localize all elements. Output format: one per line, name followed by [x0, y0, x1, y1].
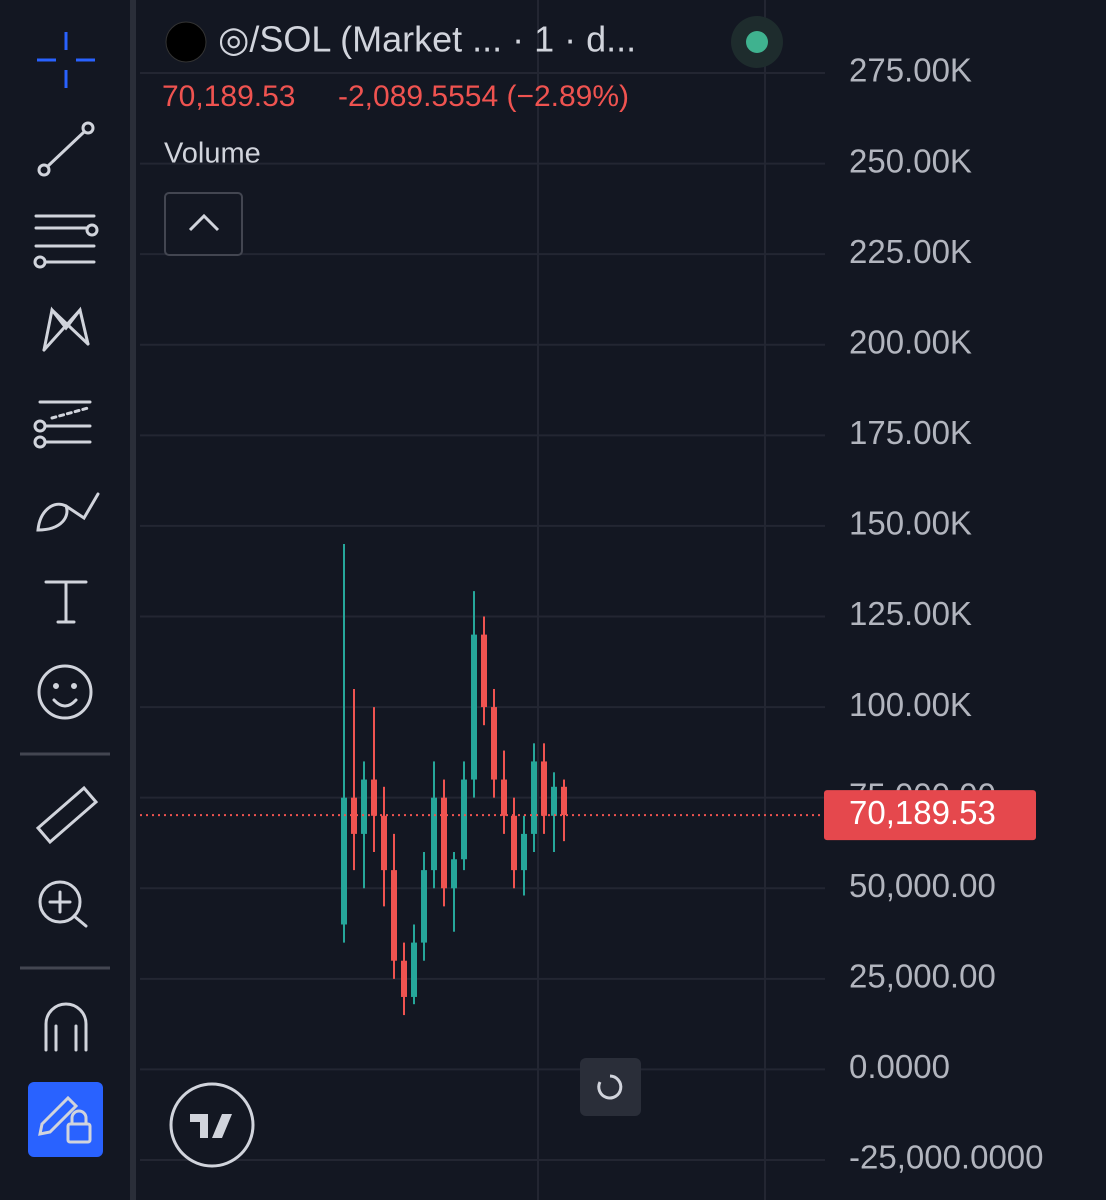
fib-tool[interactable] — [33, 214, 99, 269]
y-tick-label: 175.00K — [849, 414, 972, 451]
candle-body — [541, 761, 547, 816]
reset-button[interactable] — [580, 1058, 641, 1116]
tradingview-logo[interactable] — [169, 1082, 255, 1168]
logo-mark — [190, 1114, 232, 1138]
text-tool[interactable] — [44, 580, 88, 624]
last-price-badge — [824, 790, 1036, 841]
last-price-label: 70,189.53 — [849, 794, 996, 831]
candle-body — [381, 815, 387, 871]
indicator-name: Volume — [164, 138, 261, 170]
lock-icon — [38, 1095, 92, 1144]
candle-body — [411, 942, 417, 997]
candle-body — [401, 960, 407, 997]
prediction-tool[interactable] — [33, 400, 92, 449]
candle-body — [461, 779, 467, 860]
y-tick-label: -25,000.0000 — [849, 1139, 1044, 1176]
candle-body — [341, 797, 347, 925]
plot — [140, 544, 825, 1016]
emoji-tool[interactable] — [37, 664, 93, 720]
price-change: -2,089.5554 (−2.89%) — [338, 80, 629, 113]
zoom-tool[interactable] — [38, 880, 88, 928]
y-tick-label: 50,000.00 — [849, 867, 996, 904]
candle-body — [391, 870, 397, 961]
symbol-title: ◎/SOL (Market ... · 1 · d... — [218, 19, 636, 60]
candle-body — [511, 815, 517, 871]
ruler-tool[interactable] — [35, 785, 99, 845]
candle-body — [531, 761, 537, 834]
header: ◎/SOL (Market ... · 1 · d... 70,189.53 -… — [162, 16, 783, 256]
lock-drawing-button[interactable] — [28, 1082, 103, 1157]
price-axis: -25,000.00000.000025,000.0050,000.0075,0… — [824, 52, 1044, 1176]
crosshair-tool[interactable] — [37, 32, 95, 88]
candle-body — [501, 779, 507, 816]
y-tick-label: 250.00K — [849, 142, 972, 179]
candle-body — [371, 779, 377, 816]
pattern-tool[interactable] — [42, 306, 90, 352]
y-tick-label: 225.00K — [849, 233, 972, 270]
candle-body — [351, 797, 357, 834]
trendline-tool[interactable] — [37, 121, 95, 177]
candle-body — [441, 797, 447, 889]
status-dot — [746, 31, 768, 53]
candle-body — [551, 786, 557, 816]
grid — [140, 0, 825, 1200]
y-tick-label: 275.00K — [849, 52, 972, 89]
candle-body — [561, 786, 567, 816]
magnet-tool[interactable] — [44, 1002, 88, 1052]
symbol-logo — [165, 21, 207, 63]
candle-body — [431, 797, 437, 871]
candle-body — [521, 833, 527, 871]
y-tick-label: 200.00K — [849, 323, 972, 360]
y-tick-label: 125.00K — [849, 595, 972, 632]
last-price: 70,189.53 — [162, 80, 295, 113]
reset-icon — [597, 1074, 623, 1100]
y-tick-label: 100.00K — [849, 686, 972, 723]
y-tick-label: 0.0000 — [849, 1048, 950, 1085]
collapse-icon — [188, 213, 220, 232]
candle-body — [481, 634, 487, 708]
candle-body — [471, 634, 477, 780]
candle-body — [451, 859, 457, 889]
toolbar — [0, 0, 136, 1200]
collapse-button[interactable] — [164, 192, 243, 256]
y-tick-label: 150.00K — [849, 505, 972, 542]
brush-tool[interactable] — [36, 492, 100, 532]
candle-body — [491, 707, 497, 780]
footer-controls — [169, 1058, 641, 1168]
candle-body — [361, 779, 367, 834]
y-tick-label: 25,000.00 — [849, 958, 996, 995]
candle-body — [421, 870, 427, 943]
